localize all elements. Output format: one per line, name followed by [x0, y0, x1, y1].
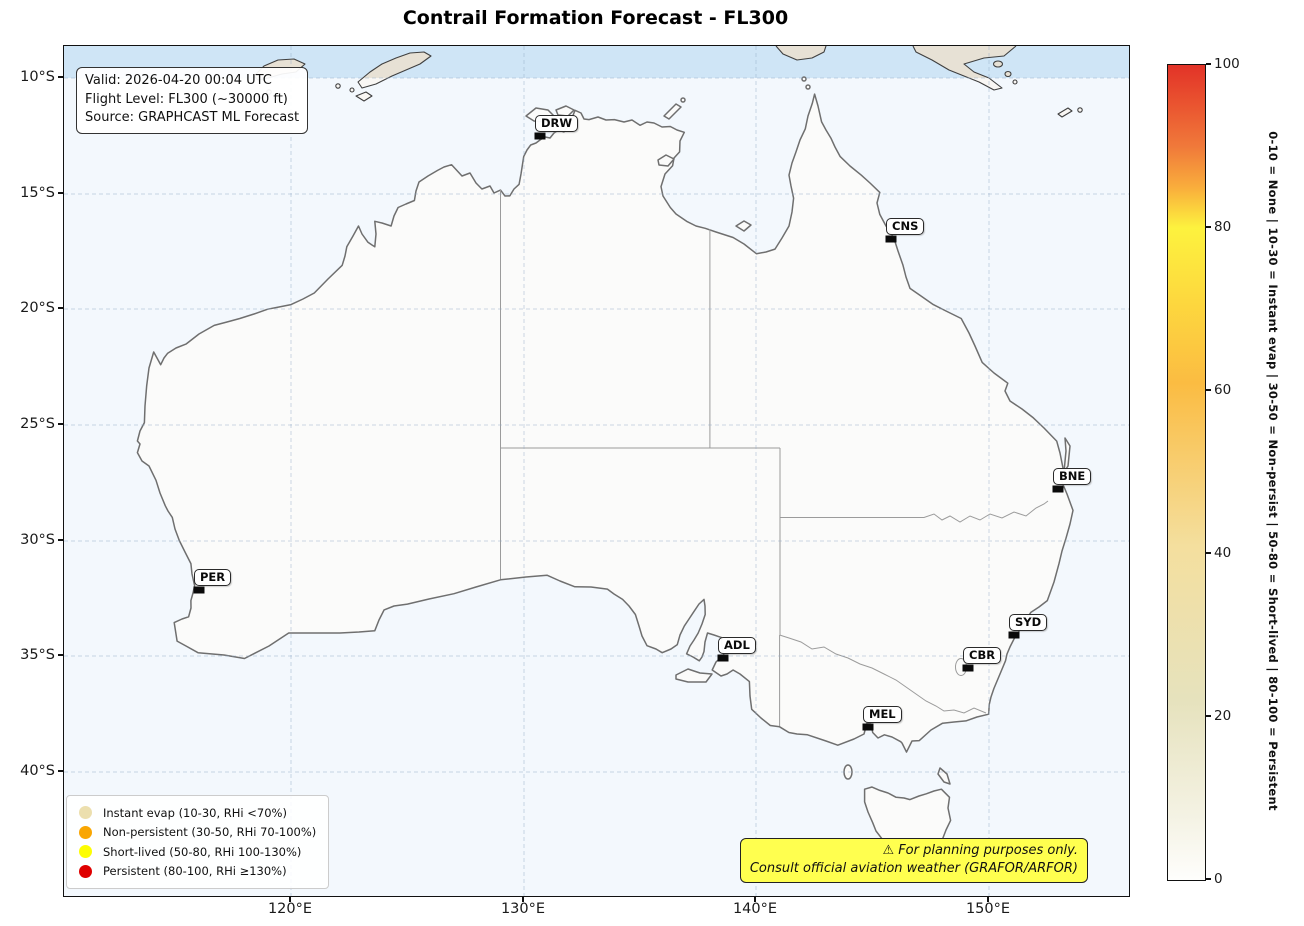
city-marker	[717, 654, 729, 662]
info-valid-line: Valid: 2026-04-20 00:04 UTC	[85, 73, 272, 88]
y-tick-mark	[58, 192, 63, 194]
city-label: ADL	[718, 637, 756, 654]
x-tick-mark	[522, 896, 524, 902]
x-tick-label: 130°E	[500, 901, 546, 917]
city-marker	[534, 132, 546, 140]
city-marker	[862, 723, 874, 731]
city-label: DRW	[535, 115, 579, 132]
page-title: Contrail Formation Forecast - FL300	[402, 7, 789, 29]
gridlines	[64, 46, 1129, 896]
x-tick-mark	[987, 896, 989, 902]
planning-warning-box: ⚠ For planning purposes only. Consult of…	[739, 838, 1088, 883]
legend-label: Persistent (80-100, RHi ≥130%)	[103, 864, 287, 879]
x-tick-label: 150°E	[965, 901, 1011, 917]
state-borders	[500, 190, 1049, 726]
australia-map-svg	[64, 46, 1129, 896]
forecast-data-overlay	[64, 77, 1129, 896]
colorbar-tick-label: 100	[1214, 56, 1240, 72]
info-flight-level-line: Flight Level: FL300 (~30000 ft)	[85, 91, 288, 107]
city-label: PER	[194, 569, 232, 586]
colorbar-category-label: 0-10 = None | 10-30 = Instant evap | 30-…	[1266, 131, 1280, 811]
y-tick-mark	[58, 76, 63, 78]
x-tick-label: 140°E	[732, 901, 778, 917]
colorbar-tick-mark	[1205, 389, 1211, 391]
city-marker	[1052, 485, 1064, 493]
colorbar-tick-label: 80	[1214, 219, 1232, 235]
x-tick-mark	[289, 896, 291, 902]
x-tick-mark	[754, 896, 756, 902]
map-plot-area: Valid: 2026-04-20 00:04 UTC Flight Level…	[63, 45, 1130, 897]
city-marker	[1008, 631, 1020, 639]
city-label: CBR	[963, 647, 1002, 664]
y-tick-label: 30°S	[20, 532, 55, 548]
legend-swatch	[79, 806, 92, 820]
colorbar	[1167, 64, 1206, 881]
colorbar-tick-label: 60	[1214, 382, 1232, 398]
colorbar-tick-mark	[1205, 715, 1211, 717]
y-tick-mark	[58, 423, 63, 425]
colorbar-tick-label: 20	[1214, 708, 1232, 724]
colorbar-tick-label: 40	[1214, 545, 1232, 561]
city-marker	[193, 586, 205, 594]
y-tick-mark	[58, 770, 63, 772]
city-marker	[962, 664, 974, 672]
legend-label: Short-lived (50-80, RHi 100-130%)	[103, 844, 302, 859]
legend-swatch	[79, 825, 92, 839]
city-label: CNS	[886, 218, 925, 235]
legend-label: Instant evap (10-30, RHi <70%)	[103, 805, 287, 820]
colorbar-tick-mark	[1205, 552, 1211, 554]
colorbar-tick-mark	[1205, 63, 1211, 65]
y-tick-mark	[58, 654, 63, 656]
city-label: SYD	[1009, 614, 1048, 631]
legend-item: Persistent (80-100, RHi ≥130%)	[77, 862, 316, 882]
colorbar-tick-mark	[1205, 226, 1211, 228]
legend-label: Non-persistent (30-50, RHi 70-100%)	[103, 825, 317, 840]
contrail-legend: Instant evap (10-30, RHi <70%) Non-persis…	[66, 795, 330, 889]
legend-swatch	[79, 864, 92, 878]
legend-swatch	[79, 845, 92, 859]
legend-item: Non-persistent (30-50, RHi 70-100%)	[77, 823, 316, 843]
x-tick-label: 120°E	[267, 901, 313, 917]
y-tick-label: 20°S	[20, 300, 55, 316]
y-tick-mark	[58, 307, 63, 309]
y-tick-label: 25°S	[20, 416, 55, 432]
colorbar-tick-mark	[1205, 878, 1211, 880]
y-tick-label: 15°S	[20, 185, 55, 201]
y-tick-mark	[58, 539, 63, 541]
city-marker	[885, 235, 897, 243]
y-tick-label: 40°S	[20, 763, 55, 779]
warning-line-2: Consult official aviation weather (GRAFO…	[749, 860, 1078, 876]
legend-item: Instant evap (10-30, RHi <70%)	[77, 803, 316, 823]
city-label: BNE	[1053, 468, 1092, 485]
colorbar-tick-label: 0	[1214, 871, 1223, 887]
warning-line-1: ⚠ For planning purposes only.	[882, 843, 1079, 858]
legend-item: Short-lived (50-80, RHi 100-130%)	[77, 842, 316, 862]
info-source-line: Source: GRAPHCAST ML Forecast	[85, 110, 300, 126]
y-tick-label: 10°S	[20, 69, 55, 85]
forecast-info-box: Valid: 2026-04-20 00:04 UTC Flight Level…	[76, 67, 309, 135]
y-tick-label: 35°S	[20, 647, 55, 663]
city-label: MEL	[863, 706, 902, 723]
